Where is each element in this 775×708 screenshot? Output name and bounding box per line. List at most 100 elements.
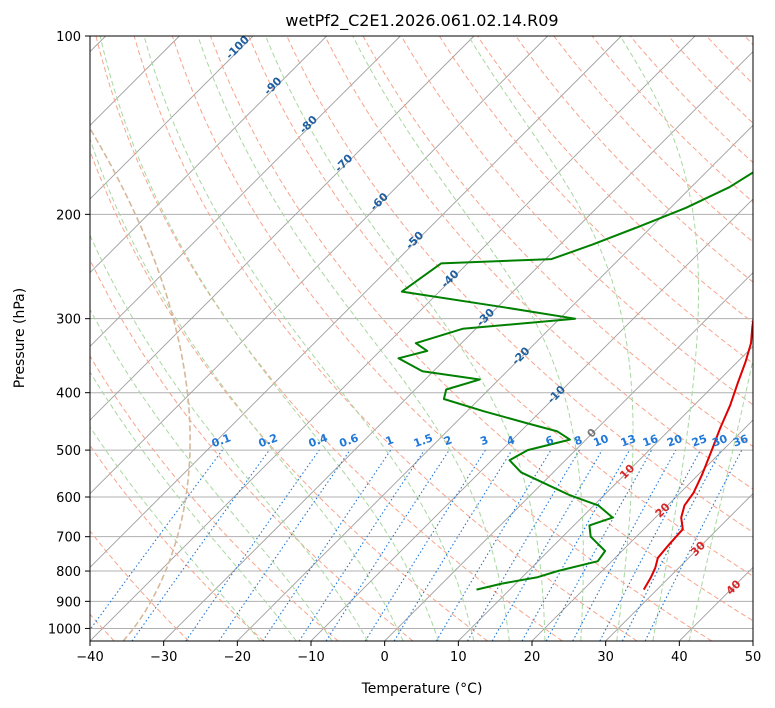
x-tick-label: 10	[450, 650, 467, 665]
x-tick-label: 0	[381, 650, 389, 665]
x-tick-label: −30	[150, 650, 177, 665]
mixing-ratio-label: 30	[710, 432, 729, 450]
dry-adiabat-label: -10	[545, 383, 568, 406]
mixing-ratio-label: 1.5	[412, 431, 435, 450]
isotherm-line	[90, 36, 401, 347]
mixing-ratio-line	[218, 449, 351, 641]
dry-adiabat-line	[286, 36, 753, 533]
mixing-ratio-label: 20	[665, 432, 684, 450]
mixing-ratio-line	[521, 449, 630, 641]
moist-adiabat-line	[90, 370, 297, 641]
dry-adiabat-line	[706, 36, 753, 85]
mixing-ratio-label: 0.2	[257, 431, 280, 450]
moist-adiabat-line	[90, 426, 261, 641]
chart-title: wetPf2_C2E1.2026.061.02.14.R09	[285, 11, 558, 31]
isotherm-line	[90, 36, 548, 495]
mixing-ratio-label: 4	[505, 433, 517, 448]
dry-adiabat-line	[400, 36, 753, 406]
y-tick-label: 100	[56, 30, 81, 45]
moist-adiabat-line	[90, 308, 333, 641]
x-tick-label: 40	[671, 650, 688, 665]
dry-adiabat-line	[90, 444, 264, 641]
moist-adiabat-line	[688, 357, 753, 641]
dry-adiabat-line	[210, 36, 753, 622]
y-tick-label: 300	[56, 313, 81, 328]
moist-adiabat-line	[90, 234, 369, 641]
isotherm-line	[531, 419, 753, 641]
dry-adiabat-label: -80	[297, 113, 320, 136]
isotherm-line	[752, 640, 753, 641]
dry-adiabat-line	[591, 36, 753, 203]
dry-adiabat-line	[90, 355, 339, 641]
plot-frame	[89, 35, 754, 642]
dry-adiabat-line	[324, 36, 753, 490]
mixing-ratio-line	[572, 449, 677, 641]
x-axis-label: Temperature (°C)	[361, 681, 483, 697]
y-tick-label: 500	[56, 444, 81, 459]
isotherm-line	[90, 36, 327, 274]
moist-adiabat-line	[90, 137, 404, 641]
mixing-ratio-label: 6	[544, 433, 556, 448]
mixing-ratio-line	[131, 449, 270, 641]
dry-adiabat-line	[515, 36, 753, 283]
isotherm-line	[605, 493, 753, 641]
mixing-ratio-label: 10	[592, 432, 611, 450]
y-tick-label: 900	[56, 595, 81, 610]
isotherm-line	[90, 36, 696, 641]
moist-adiabat-line	[619, 36, 699, 641]
dry-adiabat-label: -100	[223, 33, 252, 62]
mixing-ratio-label: 3	[478, 433, 490, 448]
y-tick-label: 400	[56, 387, 81, 402]
dry-adiabat-line	[171, 36, 712, 641]
y-tick-label: 700	[56, 531, 81, 546]
dry-adiabat-line	[90, 258, 414, 641]
mixing-ratio-label: 2	[442, 433, 454, 448]
dry-adiabat-label: -60	[368, 190, 391, 213]
dry-adiabat-line	[477, 36, 753, 324]
isotherm-line	[90, 36, 475, 421]
mixing-ratio-label: 0.1	[210, 431, 233, 450]
dry-adiabat-line	[668, 36, 753, 124]
x-tick-label: −10	[297, 650, 324, 665]
x-tick-label: 30	[597, 650, 614, 665]
dry-adiabat-label: -20	[509, 344, 532, 367]
mixing-ratio-line	[90, 449, 223, 631]
x-tick-label: −40	[76, 650, 103, 665]
dry-adiabat-label: -90	[261, 74, 284, 97]
plot-clipped-layer: -100-90-80-70-60-50-40-30-20-10010203040…	[90, 33, 753, 641]
dry-adiabat-line	[438, 36, 753, 365]
dry-adiabat-line	[90, 149, 488, 641]
dry-adiabat-label: 40	[724, 577, 744, 597]
mixing-ratio-line	[262, 449, 392, 641]
moist-adiabat-line	[197, 36, 510, 641]
dry-adiabat-line	[248, 36, 753, 577]
dry-adiabat-line	[133, 36, 638, 641]
y-tick-label: 200	[56, 208, 81, 223]
isotherm-line	[163, 51, 753, 641]
x-tick-label: 20	[524, 650, 541, 665]
mixing-ratio-line	[644, 449, 743, 641]
mixing-ratio-line	[621, 449, 722, 641]
moist-adiabat-line	[143, 36, 475, 641]
isotherm-line	[237, 124, 753, 641]
y-tick-label: 600	[56, 491, 81, 506]
mixing-ratio-label: 25	[690, 432, 709, 449]
dry-adiabat-line	[90, 530, 190, 641]
y-axis-label: Pressure (hPa)	[12, 288, 28, 388]
mixing-ratio-label: 36	[731, 432, 750, 450]
mixing-ratio-label: 0.6	[338, 431, 361, 450]
moist-adiabat-line	[99, 36, 439, 641]
mixing-ratio-label: 16	[641, 432, 660, 450]
moist-adiabat-line	[467, 36, 634, 641]
x-tick-label: 50	[745, 650, 762, 665]
mixing-ratio-line	[325, 449, 450, 641]
y-tick-label: 800	[56, 565, 81, 580]
y-tick-label: 1000	[48, 622, 81, 637]
isotherm-line	[384, 272, 753, 641]
isotherm-line	[90, 36, 254, 200]
x-tick-label: −20	[224, 650, 251, 665]
mixing-ratio-line	[298, 449, 425, 641]
dry-adiabat-line	[362, 36, 753, 448]
moist-adiabat-line	[265, 36, 546, 641]
